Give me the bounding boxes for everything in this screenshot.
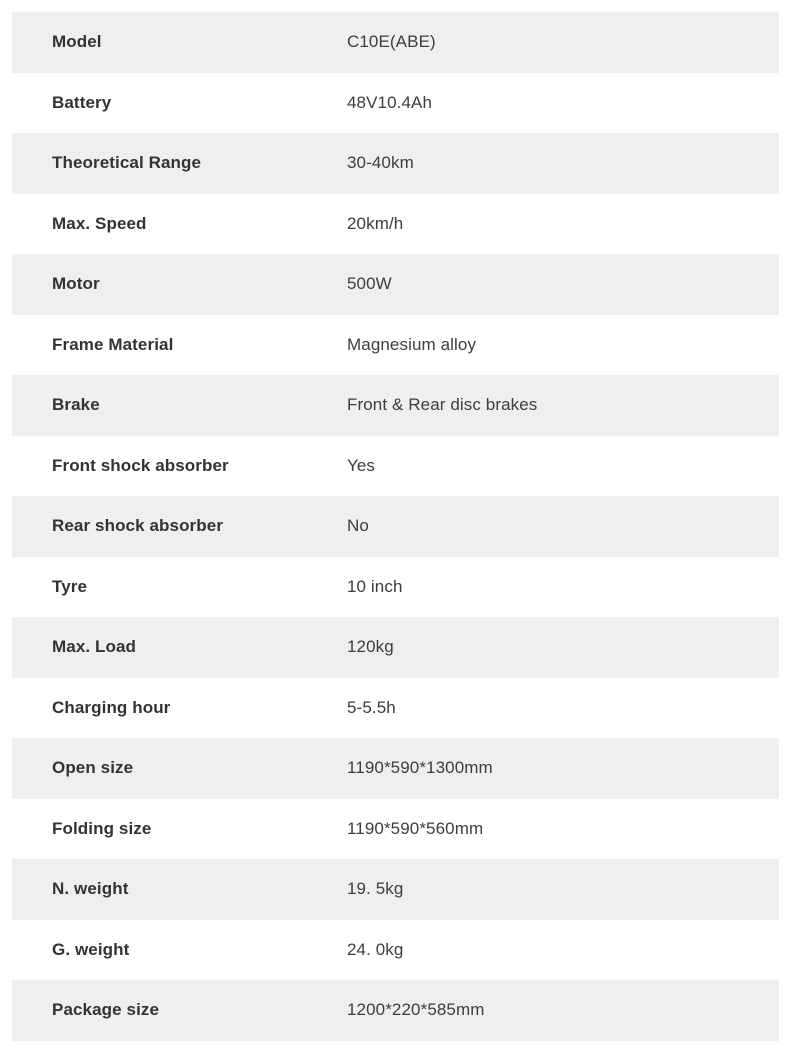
spec-row: Package size 1200*220*585mm xyxy=(12,980,779,1041)
spec-value: Yes xyxy=(347,455,376,475)
spec-label: Frame Material xyxy=(52,334,174,354)
spec-row: Model C10E(ABE) xyxy=(12,12,779,73)
spec-value: Front & Rear disc brakes xyxy=(347,395,538,415)
spec-label: Battery xyxy=(52,92,112,112)
spec-value: 1200*220*585mm xyxy=(347,1000,485,1020)
spec-value: C10E(ABE) xyxy=(347,32,436,52)
spec-label: Charging hour xyxy=(52,697,171,717)
spec-row: Theoretical Range 30-40km xyxy=(12,133,779,194)
spec-row: Folding size 1190*590*560mm xyxy=(12,798,779,859)
spec-value: Magnesium alloy xyxy=(347,334,477,354)
spec-row: Brake Front & Rear disc brakes xyxy=(12,375,779,436)
spec-value: 1190*590*1300mm xyxy=(347,758,493,778)
spec-label: Tyre xyxy=(52,576,88,596)
spec-value: 30-40km xyxy=(347,153,414,173)
spec-value: 500W xyxy=(347,274,392,294)
spec-label: Theoretical Range xyxy=(52,153,202,173)
spec-label: Max. Load xyxy=(52,637,137,657)
spec-row: Charging hour 5-5.5h xyxy=(12,677,779,738)
spec-row: Battery 48V10.4Ah xyxy=(12,72,779,133)
spec-row: G. weight 24. 0kg xyxy=(12,919,779,980)
spec-label: Brake xyxy=(52,395,100,415)
spec-label: Max. Speed xyxy=(52,213,147,233)
spec-table: Model C10E(ABE) Battery 48V10.4Ah Theoretica… xyxy=(12,12,779,1041)
spec-value: No xyxy=(347,516,369,536)
spec-value: 24. 0kg xyxy=(347,939,404,959)
spec-label: G. weight xyxy=(52,939,130,959)
spec-row: Max. Load 120kg xyxy=(12,617,779,678)
spec-label: Folding size xyxy=(52,818,152,838)
spec-value: 20km/h xyxy=(347,213,404,233)
spec-row: Frame Material Magnesium alloy xyxy=(12,314,779,375)
spec-label: Model xyxy=(52,32,102,52)
spec-label: Package size xyxy=(52,1000,160,1020)
spec-row: Max. Speed 20km/h xyxy=(12,193,779,254)
spec-value: 5-5.5h xyxy=(347,697,396,717)
spec-value: 120kg xyxy=(347,637,394,657)
spec-row: Motor 500W xyxy=(12,254,779,315)
spec-label: Rear shock absorber xyxy=(52,516,224,536)
spec-row: Rear shock absorber No xyxy=(12,496,779,557)
spec-row: Front shock absorber Yes xyxy=(12,435,779,496)
spec-label: Front shock absorber xyxy=(52,455,229,475)
spec-value: 19. 5kg xyxy=(347,879,404,899)
spec-row: Tyre 10 inch xyxy=(12,556,779,617)
spec-value: 48V10.4Ah xyxy=(347,92,433,112)
spec-label: Open size xyxy=(52,758,134,778)
spec-label: Motor xyxy=(52,274,100,294)
spec-label: N. weight xyxy=(52,879,129,899)
spec-value: 1190*590*560mm xyxy=(347,818,484,838)
spec-row: Open size 1190*590*1300mm xyxy=(12,738,779,799)
spec-value: 10 inch xyxy=(347,576,403,596)
spec-row: N. weight 19. 5kg xyxy=(12,859,779,920)
